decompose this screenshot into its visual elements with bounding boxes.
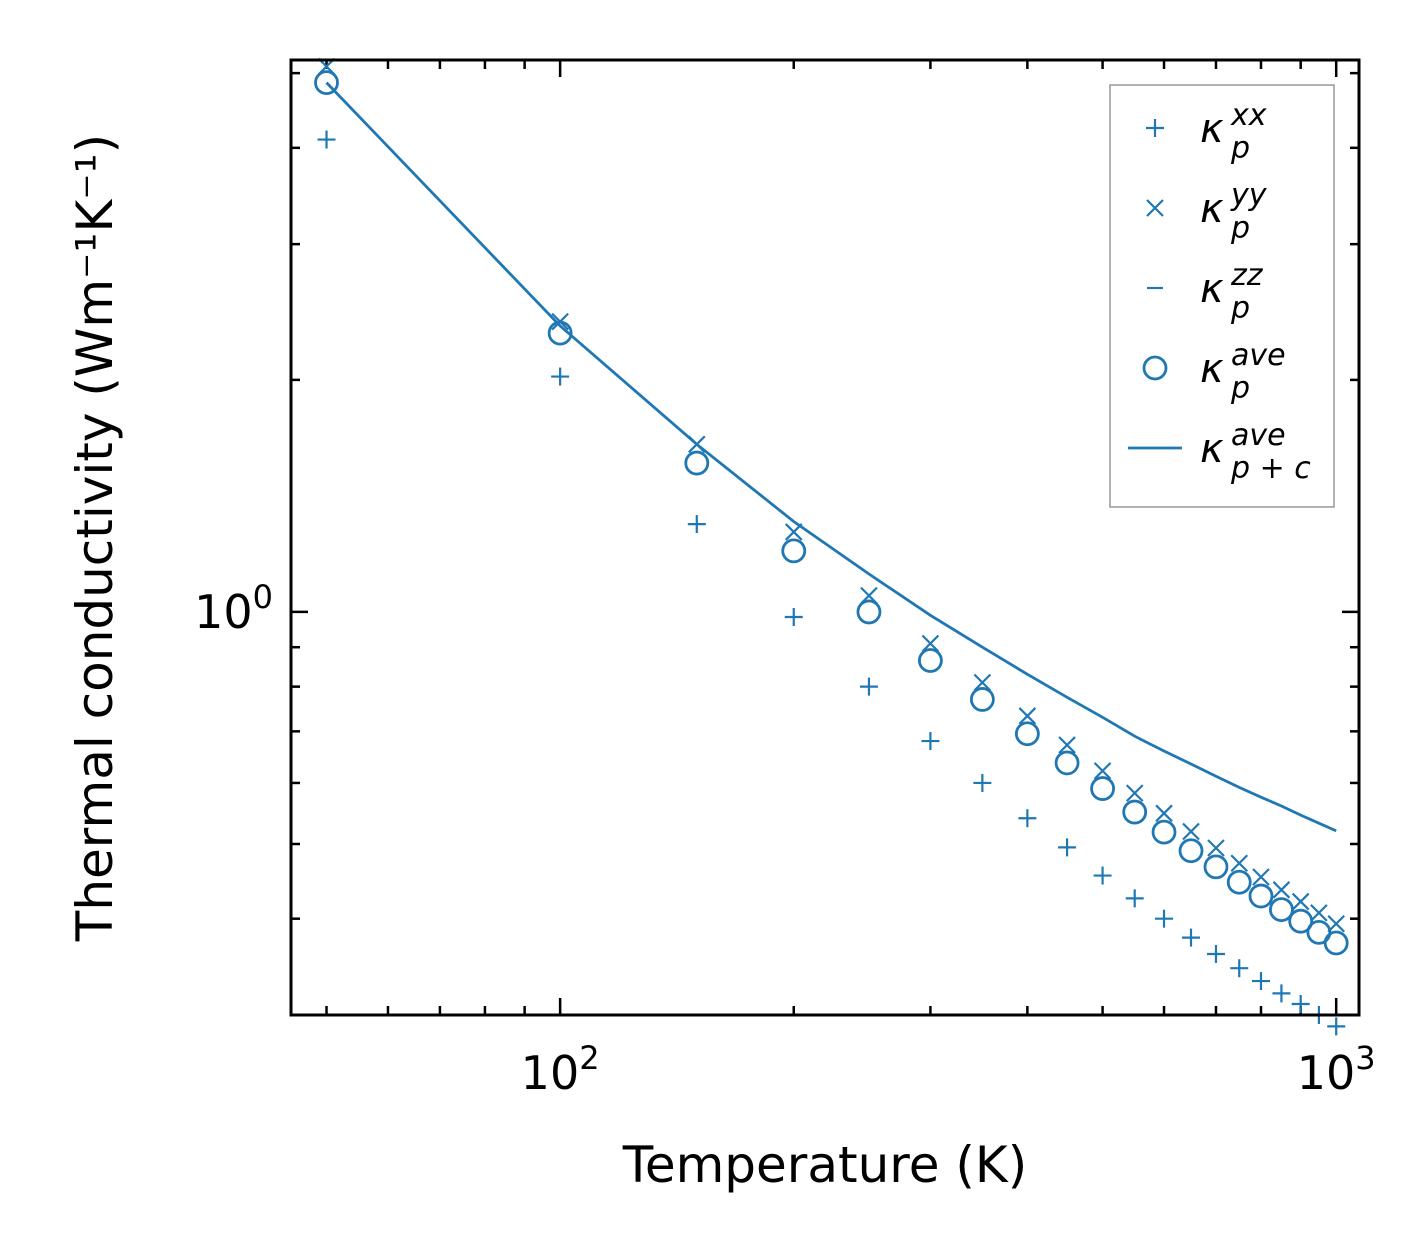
data-point-kappa-xx bbox=[921, 732, 940, 751]
series-kappa-ave bbox=[314, 70, 1349, 956]
data-point-kappa-xx bbox=[859, 677, 878, 696]
data-point-kappa-ave bbox=[1054, 750, 1080, 776]
data-point-kappa-xx bbox=[1182, 928, 1201, 947]
data-point-kappa-xx bbox=[1206, 944, 1225, 963]
data-point-kappa-ave bbox=[1226, 869, 1252, 895]
data-point-kappa-xx bbox=[317, 130, 336, 149]
y-tick-label: 100 bbox=[194, 578, 273, 639]
data-point-kappa-xx bbox=[687, 515, 706, 534]
data-point-kappa-ave bbox=[1014, 721, 1040, 747]
data-point-kappa-ave bbox=[1203, 854, 1229, 880]
data-point-kappa-xx bbox=[1155, 909, 1174, 928]
data-point-kappa-yy bbox=[1252, 868, 1270, 886]
tick-labels: 102 103 100 bbox=[194, 578, 1376, 1100]
series-kappa-yy bbox=[317, 57, 1345, 933]
x-tick-label: 102 bbox=[521, 1039, 600, 1100]
legend: κ xx p κ yy p κ zz p κ ave p κ ave p + c bbox=[1109, 84, 1335, 508]
data-point-kappa-yy bbox=[1093, 762, 1112, 780]
data-point-kappa-ave bbox=[1122, 799, 1148, 825]
legend-marker-kappa-xx bbox=[1146, 119, 1164, 137]
x-tick-label: 103 bbox=[1297, 1039, 1376, 1100]
data-point-kappa-yy bbox=[1058, 736, 1076, 754]
legend-marker-kappa-ave bbox=[1142, 355, 1168, 381]
data-point-kappa-ave bbox=[1178, 838, 1204, 864]
data-point-kappa-xx bbox=[784, 607, 803, 626]
legend-label-kappa-ave-pc: κ ave p + c bbox=[1200, 418, 1311, 486]
data-point-kappa-xx bbox=[1272, 984, 1291, 1003]
legend-label-kappa-zz: κ zz p bbox=[1200, 258, 1264, 326]
data-point-kappa-ave bbox=[1151, 819, 1177, 845]
data-point-kappa-ave bbox=[314, 70, 339, 96]
legend-label-kappa-xx: κ xx p bbox=[1200, 98, 1267, 166]
legend-box bbox=[1109, 84, 1335, 508]
data-point-kappa-xx bbox=[1327, 1017, 1346, 1036]
data-point-kappa-yy bbox=[973, 673, 992, 692]
data-point-kappa-xx bbox=[1058, 838, 1077, 857]
data-point-kappa-xx bbox=[1230, 959, 1249, 978]
legend-label-kappa-yy: κ yy p bbox=[1200, 178, 1268, 246]
data-point-kappa-xx bbox=[551, 367, 570, 386]
data-point-kappa-ave bbox=[1323, 930, 1349, 956]
data-point-kappa-ave bbox=[1288, 908, 1314, 934]
data-point-kappa-ave bbox=[856, 599, 882, 625]
data-point-kappa-yy bbox=[1272, 881, 1291, 899]
data-point-kappa-yy bbox=[1291, 892, 1310, 911]
data-point-kappa-yy bbox=[1018, 707, 1037, 725]
plot-content bbox=[314, 57, 1349, 1036]
data-point-kappa-xx bbox=[1018, 809, 1037, 828]
data-point-kappa-yy bbox=[1207, 839, 1225, 857]
data-point-kappa-ave bbox=[1090, 776, 1115, 801]
data-point-kappa-ave bbox=[969, 687, 995, 712]
data-point-kappa-ave bbox=[781, 538, 807, 564]
data-point-kappa-ave bbox=[1269, 897, 1294, 923]
plot-frame bbox=[289, 58, 1361, 1017]
data-point-kappa-ave bbox=[684, 450, 710, 476]
data-point-kappa-xx bbox=[1251, 972, 1270, 991]
series-kappa-xx bbox=[317, 130, 1346, 1036]
legend-marker-kappa-yy bbox=[1146, 199, 1164, 217]
data-point-kappa-yy bbox=[921, 634, 940, 653]
data-point-kappa-yy bbox=[1310, 904, 1328, 922]
data-point-kappa-yy bbox=[1155, 804, 1173, 823]
legend-label-kappa-ave: κ ave p bbox=[1200, 338, 1286, 406]
series-line-kappa-ave-pc bbox=[325, 81, 1337, 833]
x-axis-label: Temperature (K) bbox=[622, 1136, 1027, 1194]
data-point-kappa-xx bbox=[973, 773, 992, 792]
data-point-kappa-yy bbox=[1182, 822, 1200, 841]
data-point-kappa-xx bbox=[1291, 995, 1310, 1014]
y-axis-label: Thermal conductivity (Wm⁻¹K⁻¹) bbox=[66, 134, 124, 942]
data-point-kappa-ave bbox=[918, 648, 943, 673]
data-point-kappa-xx bbox=[1093, 866, 1112, 885]
data-point-kappa-yy bbox=[1230, 854, 1249, 873]
data-point-kappa-ave bbox=[547, 320, 573, 346]
data-point-kappa-ave bbox=[1248, 883, 1274, 909]
data-point-kappa-xx bbox=[1125, 889, 1144, 908]
data-point-kappa-yy bbox=[1125, 784, 1144, 802]
